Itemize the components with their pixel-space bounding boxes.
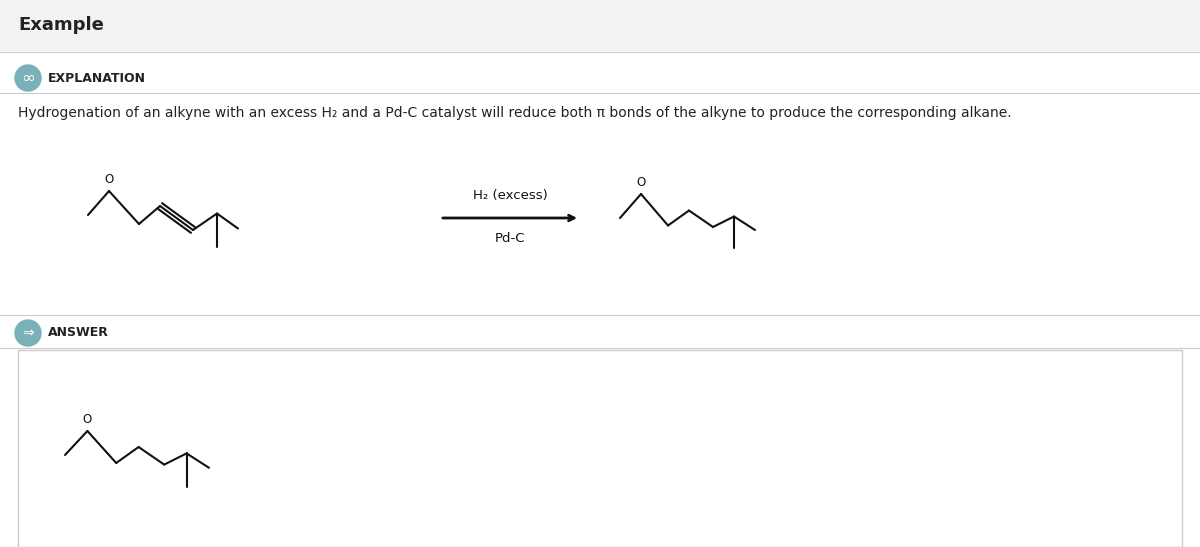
Text: EXPLANATION: EXPLANATION xyxy=(48,72,146,84)
Text: ⇒: ⇒ xyxy=(22,326,34,340)
Text: Hydrogenation of an alkyne with an excess H₂ and a Pd-C catalyst will reduce bot: Hydrogenation of an alkyne with an exces… xyxy=(18,106,1012,120)
Text: Example: Example xyxy=(18,16,104,34)
Text: O: O xyxy=(83,413,92,426)
Circle shape xyxy=(14,65,41,91)
Text: O: O xyxy=(104,173,114,186)
Bar xyxy=(0,0,1200,50)
Text: H₂ (excess): H₂ (excess) xyxy=(473,189,547,202)
Text: ∞: ∞ xyxy=(22,69,35,87)
Text: ANSWER: ANSWER xyxy=(48,327,109,340)
Text: Pd-C: Pd-C xyxy=(494,232,526,245)
Text: O: O xyxy=(636,176,646,189)
Circle shape xyxy=(14,320,41,346)
Bar xyxy=(18,350,1182,547)
